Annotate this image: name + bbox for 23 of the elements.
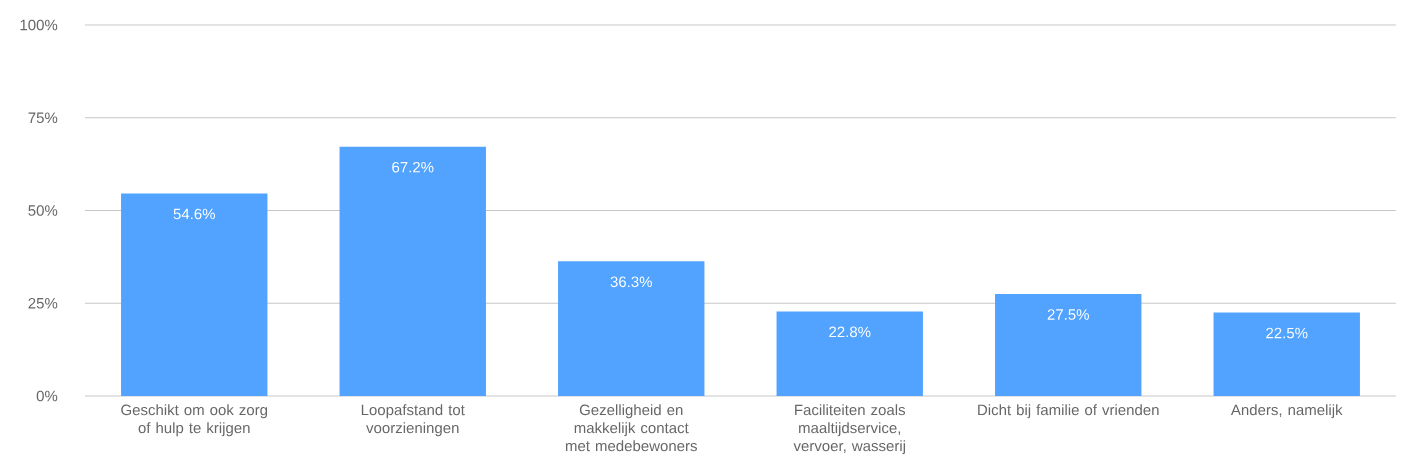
x-tick-label: Faciliteiten zoals maaltijdservice, vervoer, wasserij xyxy=(793,404,906,455)
y-tick-label: 100% xyxy=(20,19,58,31)
x-tick-label: Dicht bij familie of vrienden xyxy=(978,404,1159,419)
bar xyxy=(339,146,486,396)
bar xyxy=(558,261,705,396)
data-label: 22.5% xyxy=(1266,327,1308,339)
bar xyxy=(776,311,923,396)
data-label: 22.8% xyxy=(829,326,871,338)
x-tick-label: Loopafstand tot voorzieningen xyxy=(361,404,465,437)
x-tick-label: Gezelligheid en makkelijk contact met medebewoners xyxy=(565,404,697,452)
y-tick-label: 0% xyxy=(36,390,58,402)
y-tick-label: 25% xyxy=(28,297,58,309)
data-label: 54.6% xyxy=(173,208,215,220)
y-tick-label: 75% xyxy=(28,112,58,124)
y-tick-label: 50% xyxy=(28,205,58,216)
bar xyxy=(121,193,268,396)
bar xyxy=(995,293,1142,396)
data-label: 27.5% xyxy=(1047,309,1089,320)
data-label: 67.2% xyxy=(392,161,434,173)
x-tick-label: Geschikt om ook zorg of hulp te krijgen xyxy=(121,404,268,437)
data-label: 36.3% xyxy=(610,276,652,288)
x-tick-label: Anders, namelijk xyxy=(1230,404,1343,419)
bar xyxy=(1213,312,1360,396)
